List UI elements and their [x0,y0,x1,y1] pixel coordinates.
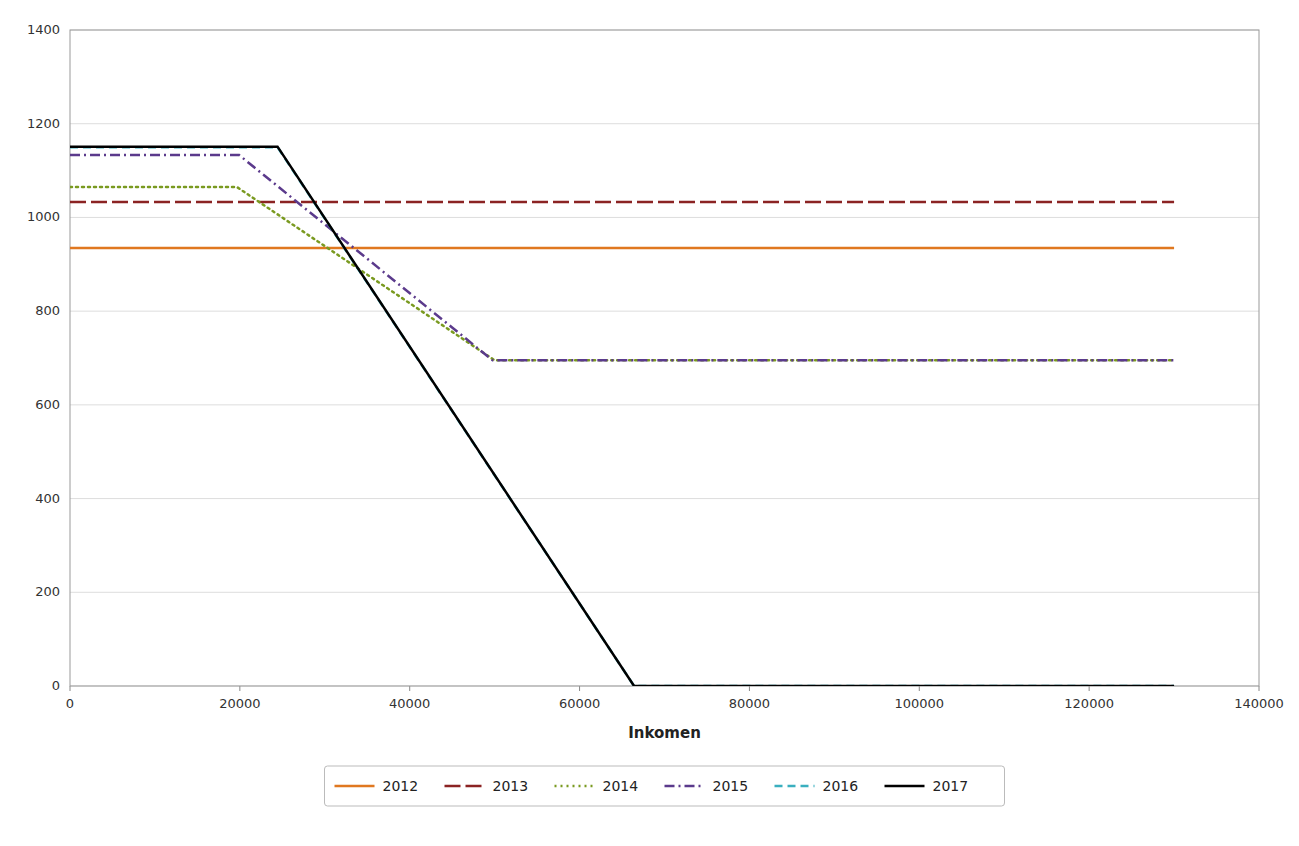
x-tick [239,686,240,691]
legend-label: 2012 [383,778,419,794]
legend-label: 2016 [823,778,859,794]
x-tick [70,686,71,691]
series-line [70,201,1174,204]
legend-box [325,766,1005,806]
series-line [70,247,1174,250]
legend-label: 2014 [603,778,639,794]
grid-line [70,311,1259,312]
series-line [70,155,1174,360]
y-tick-label: 800 [35,303,60,318]
x-tick [1089,686,1090,691]
chart: 0 200 400 600 800 1000 1200 1400 0 20000 40000 6000… [0,0,1299,846]
legend-swatch [665,785,705,788]
x-tick-label: 120000 [1064,696,1114,711]
grid-line [70,498,1259,499]
legend-swatch [555,785,595,788]
x-tick [1259,686,1260,691]
x-tick [749,686,750,691]
grid-line [70,404,1259,405]
y-tick-label: 1000 [27,209,60,224]
x-tick-label: 0 [66,696,74,711]
y-tick-label: 1200 [27,116,60,131]
x-tick-label: 60000 [559,696,600,711]
legend-label: 2017 [933,778,969,794]
x-tick-label: 100000 [894,696,944,711]
legend-label: 2013 [493,778,529,794]
y-tick-label: 200 [35,584,60,599]
x-tick-label: 140000 [1234,696,1284,711]
grid-line [70,123,1259,124]
legend-swatch [335,785,375,788]
x-tick-label: 20000 [219,696,260,711]
series-line [70,147,1174,686]
grid-line [70,592,1259,593]
x-tick [579,686,580,691]
y-tick-label: 0 [52,678,60,693]
y-tick-label: 600 [35,397,60,412]
x-tick-label: 80000 [729,696,770,711]
x-tick-label: 40000 [389,696,430,711]
legend-swatch [445,785,485,788]
y-tick-label: 400 [35,491,60,506]
y-tick-label: 1400 [27,22,60,37]
lines [70,147,1174,686]
x-tick [409,686,410,691]
grid [70,30,1259,686]
legend-swatch [885,785,925,788]
series-line [70,187,1174,360]
x-tick [919,686,920,691]
series-line [70,147,1174,686]
x-axis-label: Inkomen [628,724,701,742]
legend: 2012 2013 2014 2015 2016 2017 [325,766,1005,806]
legend-swatch [775,785,815,788]
plot-frame [70,30,1259,686]
grid-line [70,217,1259,218]
legend-label: 2015 [713,778,749,794]
